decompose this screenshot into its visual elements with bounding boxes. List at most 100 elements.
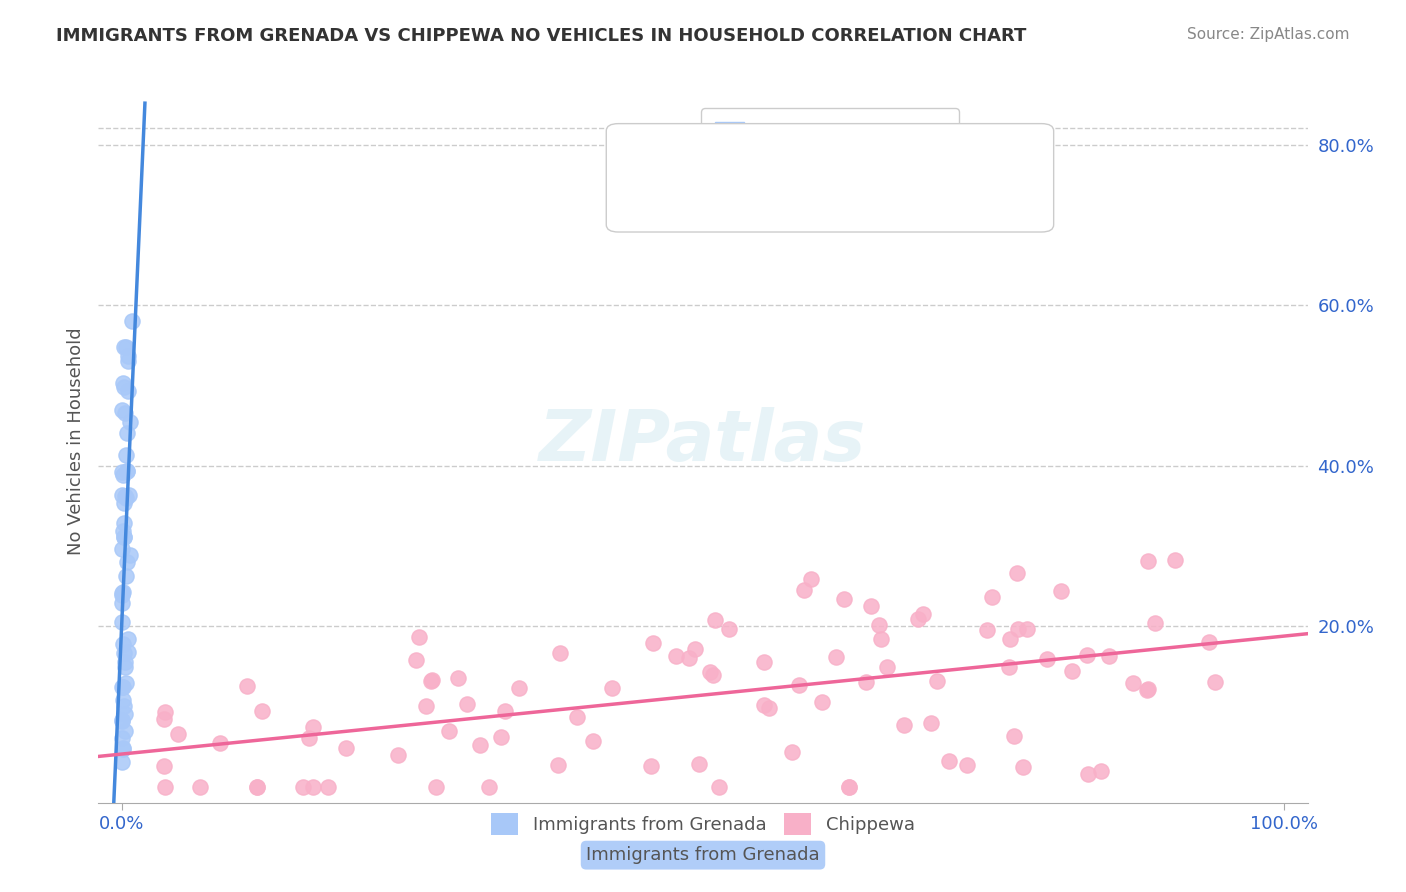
- Point: [121, 314, 143, 328]
- Point: [114, 340, 136, 354]
- Point: [291, 780, 314, 794]
- Point: [752, 655, 775, 669]
- Point: [111, 541, 134, 556]
- Point: [408, 630, 430, 644]
- Point: [111, 741, 134, 756]
- Point: [111, 586, 134, 600]
- Point: [707, 780, 730, 794]
- Point: [1007, 622, 1029, 636]
- Point: [188, 780, 211, 794]
- Point: [447, 671, 470, 685]
- Point: [114, 675, 136, 690]
- Point: [1098, 649, 1121, 664]
- Point: [118, 488, 141, 502]
- Point: [302, 780, 325, 794]
- Point: [855, 674, 877, 689]
- Point: [112, 496, 135, 510]
- Point: [838, 780, 860, 794]
- Point: [718, 622, 741, 636]
- Point: [111, 467, 134, 482]
- Point: [565, 710, 588, 724]
- Point: [907, 612, 929, 626]
- Point: [111, 588, 134, 602]
- Point: [1077, 767, 1099, 781]
- Point: [235, 679, 257, 693]
- Point: [868, 618, 890, 632]
- Point: [678, 650, 700, 665]
- FancyBboxPatch shape: [606, 124, 1053, 232]
- Point: [980, 590, 1002, 604]
- Point: [153, 759, 176, 773]
- Point: [246, 780, 269, 794]
- Point: [112, 531, 135, 545]
- Point: [688, 756, 710, 771]
- Point: [582, 734, 605, 748]
- Point: [115, 569, 138, 583]
- Point: [1136, 681, 1159, 696]
- Point: [112, 380, 135, 394]
- Point: [114, 655, 136, 669]
- Point: [640, 759, 662, 773]
- Point: [911, 607, 934, 622]
- Point: [665, 649, 688, 664]
- Point: [1050, 584, 1073, 599]
- Point: [117, 353, 139, 368]
- Point: [420, 674, 443, 689]
- Point: [699, 665, 721, 680]
- Text: Immigrants from Grenada: Immigrants from Grenada: [586, 847, 820, 864]
- Point: [111, 755, 134, 769]
- Point: [118, 415, 141, 429]
- Point: [208, 736, 231, 750]
- Point: [153, 705, 176, 719]
- Point: [302, 720, 325, 734]
- Point: [415, 699, 437, 714]
- Point: [114, 489, 136, 503]
- Point: [1204, 675, 1226, 690]
- Point: [1005, 566, 1028, 581]
- Point: [685, 641, 707, 656]
- Point: [112, 340, 135, 354]
- Point: [1002, 729, 1025, 743]
- Point: [893, 718, 915, 732]
- Point: [998, 632, 1021, 646]
- Text: ZIPatlas: ZIPatlas: [540, 407, 866, 476]
- Point: [117, 384, 139, 398]
- Point: [508, 681, 530, 696]
- Point: [876, 660, 898, 674]
- Point: [111, 584, 134, 599]
- Point: [425, 780, 447, 794]
- Point: [782, 745, 804, 759]
- Point: [112, 376, 135, 390]
- Point: [112, 699, 135, 714]
- Point: [1062, 664, 1084, 678]
- Point: [758, 701, 780, 715]
- Point: [860, 599, 883, 614]
- Point: [115, 425, 138, 440]
- Point: [111, 731, 134, 745]
- Point: [246, 780, 269, 794]
- Point: [114, 406, 136, 420]
- Point: [115, 448, 138, 462]
- Point: [117, 464, 139, 478]
- Point: [111, 596, 134, 610]
- Point: [704, 613, 727, 627]
- Point: [115, 555, 138, 569]
- Point: [456, 697, 478, 711]
- Point: [111, 693, 134, 707]
- Point: [111, 714, 134, 728]
- Point: [1122, 676, 1144, 690]
- Text: IMMIGRANTS FROM GRENADA VS CHIPPEWA NO VEHICLES IN HOUSEHOLD CORRELATION CHART: IMMIGRANTS FROM GRENADA VS CHIPPEWA NO V…: [56, 27, 1026, 45]
- Point: [114, 723, 136, 738]
- Point: [1090, 764, 1112, 779]
- Point: [335, 740, 357, 755]
- Point: [997, 660, 1019, 674]
- Point: [298, 731, 321, 745]
- Point: [1136, 683, 1159, 698]
- Point: [112, 524, 135, 539]
- Point: [1036, 652, 1059, 666]
- Point: [387, 747, 409, 762]
- Point: [548, 646, 571, 660]
- Point: [439, 723, 461, 738]
- Point: [1198, 634, 1220, 648]
- Point: [420, 673, 443, 687]
